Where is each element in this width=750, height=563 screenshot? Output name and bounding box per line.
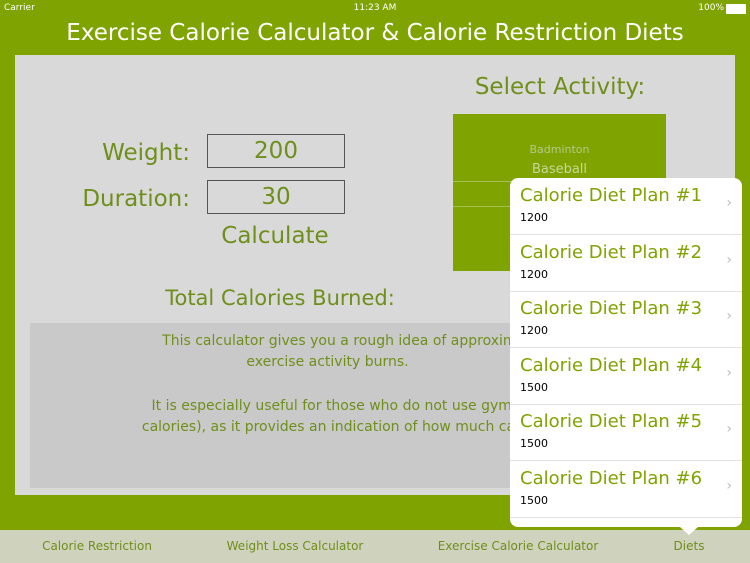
diet-plan-calories: 1200 bbox=[520, 267, 548, 281]
diet-popover: Calorie Diet Plan #1 1200 › Calorie Diet Pl… bbox=[510, 178, 742, 527]
diet-plan-calories: 1500 bbox=[520, 380, 548, 394]
chevron: › bbox=[726, 364, 732, 381]
diet-plan-calories: 1200 bbox=[520, 211, 548, 224]
tab-item[interactable]: Diets bbox=[673, 539, 705, 553]
battery-text: 100% bbox=[698, 3, 724, 13]
tab-item[interactable]: Calorie Restriction bbox=[42, 539, 152, 553]
diet-plan-calories: 1500 bbox=[520, 437, 548, 450]
diet-plan-title: Calorie Diet Plan #2 bbox=[520, 241, 703, 263]
diet-plan-title: Calorie Diet Plan #5 bbox=[520, 411, 703, 432]
weight-input[interactable]: 200 bbox=[207, 134, 345, 168]
popover-arrow bbox=[680, 527, 698, 535]
diet-plan-title: Calorie Diet Plan #6 bbox=[520, 467, 703, 489]
total-label: Total Calories Burned: bbox=[165, 286, 395, 310]
diet-plan-calories: 1200 bbox=[520, 324, 548, 337]
description-line: exercise activity burns. bbox=[246, 354, 409, 370]
duration-input[interactable]: 30 bbox=[207, 180, 345, 214]
description-line: This calculator gives you a rough idea o… bbox=[162, 333, 603, 349]
picker-option[interactable]: Badminton bbox=[529, 143, 590, 156]
carrier: Carrier bbox=[4, 3, 35, 13]
diet-plan-title: Calorie Diet Plan #1 bbox=[520, 185, 703, 206]
diet-plan-row[interactable]: Calorie Diet Plan #2 1200 › bbox=[510, 235, 742, 292]
description-line: It is especially useful for those who do… bbox=[151, 398, 614, 414]
duration-label: Duration: bbox=[82, 186, 190, 212]
chevron: › bbox=[726, 477, 732, 494]
diet-plan-row[interactable]: Calorie Diet Plan #6 1500 › bbox=[510, 461, 742, 518]
chevron: › bbox=[726, 251, 732, 268]
description-line: calories), as it provides an indication … bbox=[141, 419, 554, 435]
tab-item[interactable]: Weight Loss Calculator bbox=[226, 539, 364, 553]
app-title: Exercise Calorie Calculator & Calorie Re… bbox=[66, 20, 684, 46]
diet-plan-row[interactable]: Calorie Diet Plan #5 1500 › bbox=[510, 404, 742, 461]
activity-label: Select Activity: bbox=[474, 74, 646, 100]
tab-item[interactable]: Exercise Calorie Calculator bbox=[437, 539, 599, 553]
diet-plan-row[interactable]: Calorie Diet Plan #4 1500 › bbox=[510, 348, 742, 405]
diet-plan-title: Calorie Diet Plan #4 bbox=[520, 354, 703, 376]
battery-icon bbox=[726, 4, 746, 14]
tab-bar: Calorie Restriction Weight Loss Calculato… bbox=[0, 530, 750, 563]
chevron: › bbox=[726, 308, 732, 324]
chevron: › bbox=[726, 421, 732, 437]
calculate-button[interactable]: Calculate bbox=[221, 223, 329, 249]
picker-option[interactable]: Baseball bbox=[531, 162, 588, 177]
diet-plan-calories: 1500 bbox=[520, 493, 548, 507]
diet-plan-row[interactable]: Calorie Diet Plan #3 1200 › bbox=[510, 291, 742, 348]
weight-label: Weight: bbox=[102, 140, 190, 166]
clock: 11:23 AM bbox=[353, 3, 397, 13]
chevron: › bbox=[726, 195, 732, 211]
diet-plan-row[interactable]: Calorie Diet Plan #1 1200 › bbox=[510, 178, 742, 235]
diet-plan-title: Calorie Diet Plan #3 bbox=[520, 298, 703, 319]
status-bar: Carrier 11:23 AM 100% bbox=[0, 0, 750, 16]
